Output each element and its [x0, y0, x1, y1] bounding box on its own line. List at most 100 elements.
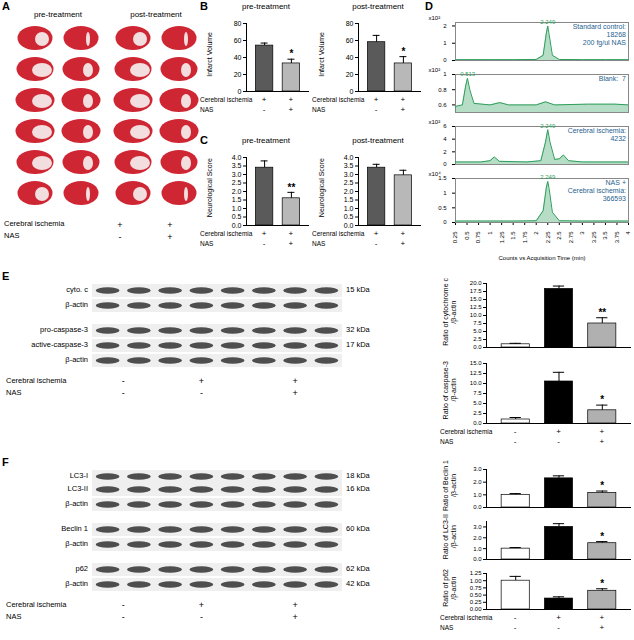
svg-text:0.5: 0.5	[232, 213, 242, 220]
svg-text:3.0: 3.0	[232, 171, 242, 178]
svg-text:1.75: 1.75	[522, 231, 528, 243]
svg-text:20: 20	[234, 71, 242, 78]
svg-text:*: *	[289, 48, 293, 59]
svg-text:*: *	[600, 531, 604, 542]
svg-text:4.0: 4.0	[232, 154, 242, 161]
svg-text:3: 3	[579, 231, 585, 235]
svg-text:x10²: x10²	[429, 15, 441, 21]
svg-text:1.0: 1.0	[473, 492, 482, 498]
svg-text:10.0: 10.0	[470, 380, 482, 386]
svg-text:0.0: 0.0	[344, 222, 354, 229]
svg-text:**: **	[598, 307, 606, 318]
svg-text:5.0: 5.0	[473, 328, 482, 334]
svg-text:0.75: 0.75	[475, 231, 481, 243]
svg-text:0.0: 0.0	[473, 420, 482, 426]
svg-text:15.0: 15.0	[470, 360, 482, 366]
svg-text:0.513: 0.513	[460, 71, 476, 77]
svg-text:3.5: 3.5	[602, 231, 608, 240]
svg-text:1.5: 1.5	[344, 196, 354, 203]
svg-text:1.25: 1.25	[499, 231, 505, 243]
svg-text:2.0: 2.0	[344, 188, 354, 195]
svg-text:2: 2	[443, 149, 447, 155]
svg-text:2.5: 2.5	[232, 179, 242, 186]
svg-text:0.6: 0.6	[438, 102, 447, 108]
svg-text:40: 40	[234, 54, 242, 61]
svg-text:4: 4	[443, 136, 447, 142]
svg-text:40: 40	[346, 54, 354, 61]
svg-text:3.0: 3.0	[473, 524, 482, 530]
svg-text:0: 0	[443, 161, 447, 167]
svg-text:1: 1	[487, 231, 493, 235]
svg-text:0.5: 0.5	[344, 213, 354, 220]
svg-text:0.5: 0.5	[438, 205, 447, 211]
svg-text:3.75: 3.75	[614, 231, 620, 243]
svg-text:3.25: 3.25	[591, 231, 597, 243]
svg-text:60: 60	[234, 37, 242, 44]
svg-text:6: 6	[443, 123, 447, 129]
svg-text:12.5: 12.5	[470, 304, 482, 310]
svg-text:0.25: 0.25	[470, 599, 482, 605]
svg-text:2.5: 2.5	[344, 179, 354, 186]
svg-text:0: 0	[443, 219, 447, 225]
svg-text:1: 1	[443, 40, 447, 46]
svg-text:2.25: 2.25	[545, 231, 551, 243]
svg-text:2.249: 2.249	[540, 174, 556, 180]
svg-text:7.5: 7.5	[473, 390, 482, 396]
svg-text:80: 80	[234, 20, 242, 27]
svg-text:*: *	[600, 480, 604, 491]
svg-text:1: 1	[443, 190, 447, 196]
svg-text:1.5: 1.5	[510, 231, 516, 240]
svg-text:0: 0	[443, 57, 447, 63]
svg-text:7.5: 7.5	[473, 320, 482, 326]
svg-text:*: *	[600, 394, 604, 405]
svg-text:60: 60	[346, 37, 354, 44]
svg-text:2.249: 2.249	[540, 19, 556, 25]
svg-text:0.5: 0.5	[464, 231, 470, 240]
svg-text:2.249: 2.249	[540, 123, 556, 129]
svg-text:x10⁴: x10⁴	[429, 171, 442, 177]
svg-text:1.25: 1.25	[470, 570, 482, 576]
svg-text:0: 0	[238, 88, 242, 95]
svg-text:x10²: x10²	[429, 119, 441, 125]
svg-text:1.0: 1.0	[232, 205, 242, 212]
svg-text:4.0: 4.0	[344, 154, 354, 161]
svg-text:2.0: 2.0	[473, 535, 482, 541]
svg-text:3.5: 3.5	[344, 162, 354, 169]
svg-text:0.0: 0.0	[232, 222, 242, 229]
svg-text:5.0: 5.0	[473, 400, 482, 406]
svg-text:2: 2	[443, 23, 447, 29]
svg-text:2.75: 2.75	[568, 231, 574, 243]
svg-text:1: 1	[443, 71, 447, 77]
svg-text:3.0: 3.0	[473, 466, 482, 472]
svg-text:0.8: 0.8	[438, 87, 447, 93]
svg-text:15.0: 15.0	[470, 296, 482, 302]
svg-text:17.5: 17.5	[470, 288, 482, 294]
svg-text:0.50: 0.50	[470, 592, 482, 598]
svg-text:2: 2	[533, 231, 539, 235]
svg-text:0.25: 0.25	[452, 231, 458, 243]
svg-text:1.5: 1.5	[232, 196, 242, 203]
svg-text:2.0: 2.0	[473, 479, 482, 485]
svg-text:1.0: 1.0	[344, 205, 354, 212]
svg-text:**: **	[288, 182, 296, 193]
svg-text:3.0: 3.0	[344, 171, 354, 178]
svg-text:12.5: 12.5	[470, 370, 482, 376]
svg-text:1.00: 1.00	[470, 578, 482, 584]
svg-text:0.00: 0.00	[470, 606, 482, 612]
svg-text:0.75: 0.75	[470, 585, 482, 591]
svg-text:10.0: 10.0	[470, 312, 482, 318]
svg-text:0.0: 0.0	[473, 344, 482, 350]
svg-text:Counts vs Acquisition Time (mi: Counts vs Acquisition Time (min)	[498, 255, 585, 261]
svg-text:2.5: 2.5	[556, 231, 562, 240]
svg-text:0: 0	[350, 88, 354, 95]
svg-text:2.0: 2.0	[232, 188, 242, 195]
svg-text:*: *	[600, 578, 604, 589]
svg-text:x10²: x10²	[429, 67, 441, 73]
svg-text:*: *	[401, 46, 405, 57]
svg-text:2.5: 2.5	[473, 410, 482, 416]
svg-text:1.0: 1.0	[473, 546, 482, 552]
svg-text:3.5: 3.5	[232, 162, 242, 169]
svg-text:20.0: 20.0	[470, 280, 482, 286]
svg-text:0.0: 0.0	[473, 504, 482, 510]
svg-text:2.5: 2.5	[473, 336, 482, 342]
